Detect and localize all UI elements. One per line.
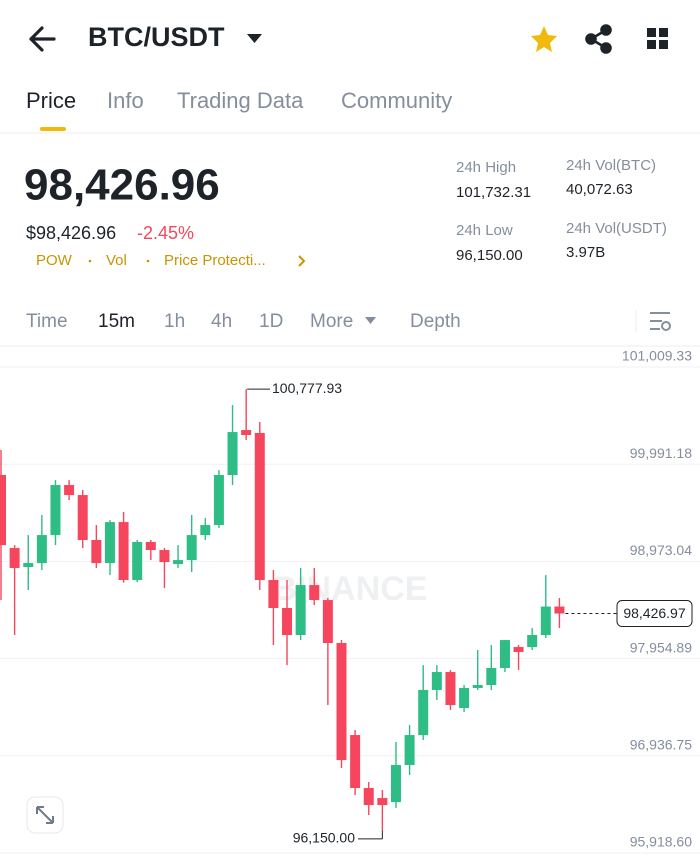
candle-body [322, 600, 333, 644]
candlestick-chart: BINANCE95,918.6096,936.7597,954.8998,973… [0, 348, 700, 854]
stat-label: 24h Vol(BTC) [566, 157, 656, 174]
separator [146, 259, 150, 263]
candle-body [145, 542, 156, 551]
last-price: 98,426.96 [24, 161, 220, 210]
candle-body [254, 433, 265, 581]
candle-body [77, 495, 88, 541]
candle-body [200, 525, 211, 536]
chart-settings[interactable] [650, 312, 671, 331]
y-tick-label: 96,936.75 [630, 736, 692, 752]
tab[interactable]: Community [341, 88, 452, 113]
tab-indicator [40, 127, 66, 131]
interval[interactable]: Depth [410, 311, 461, 332]
menu-grid[interactable] [647, 28, 668, 49]
candle-body [132, 542, 143, 581]
candle-body [486, 668, 497, 686]
candle-body [459, 687, 470, 709]
candle-body [540, 606, 551, 635]
current-price-box [616, 600, 693, 628]
candle-body [295, 585, 306, 635]
candle-body [104, 522, 115, 564]
current-price-label: 98,426.97 [623, 605, 685, 621]
interval[interactable]: 1D [259, 311, 283, 332]
candle-body [268, 580, 279, 608]
candle-body [309, 585, 320, 601]
candle-body [0, 475, 6, 546]
interval[interactable]: 4h [211, 311, 232, 332]
interval[interactable]: 15m [98, 311, 135, 332]
interval[interactable]: More [310, 311, 353, 332]
candle-body [404, 735, 415, 766]
candle-body [64, 485, 75, 496]
expand-button[interactable] [26, 796, 64, 834]
candle-body [513, 647, 524, 652]
tab[interactable]: Info [107, 88, 144, 113]
candle-body [213, 475, 224, 526]
y-tick-label: 95,918.60 [630, 834, 692, 850]
candle-body [527, 634, 538, 648]
favorite-star[interactable] [531, 26, 557, 52]
candle-body [173, 560, 184, 565]
interval[interactable]: 1h [164, 311, 185, 332]
chevron[interactable] [298, 255, 306, 267]
candle-body [186, 535, 197, 561]
candle-body [445, 672, 456, 706]
tag[interactable]: Price Protecti... [164, 252, 266, 269]
candle-body [336, 643, 347, 761]
stat-label: 24h Low [456, 222, 513, 239]
annotation-label: 100,777.93 [272, 380, 342, 396]
y-tick-label: 98,973.04 [630, 542, 692, 558]
candle-body [350, 735, 361, 789]
stat-label: 24h Vol(USDT) [566, 220, 667, 237]
y-tick-label: 101,009.33 [622, 348, 692, 364]
candle-body [227, 432, 238, 476]
price-change: -2.45% [137, 223, 194, 243]
tab[interactable]: Trading Data [177, 88, 304, 113]
candle-body [241, 430, 252, 436]
tag[interactable]: POW [36, 252, 73, 269]
stat-value: 96,150.00 [456, 247, 523, 264]
stat-value: 101,732.31 [456, 184, 531, 201]
tag[interactable]: Vol [106, 252, 127, 269]
candle-body [91, 540, 102, 564]
candle-body [159, 550, 170, 563]
candle-body [50, 485, 61, 536]
candle-body [499, 640, 510, 669]
more-caret[interactable] [365, 317, 376, 324]
candle-body [36, 535, 47, 564]
candle-body [282, 607, 293, 635]
stat-value: 40,072.63 [566, 181, 633, 198]
candle-body [390, 765, 401, 803]
candle-body [363, 788, 374, 806]
candle-body [118, 522, 129, 581]
candle-body [23, 563, 34, 568]
stat-label: 24h High [456, 159, 516, 176]
pair-title[interactable]: BTC/USDT [88, 22, 225, 52]
annotation-label: 96,150.00 [293, 830, 355, 846]
fiat-price: $98,426.96 [26, 223, 116, 243]
candle-body [377, 798, 388, 806]
y-tick-label: 99,991.18 [630, 445, 692, 461]
back-button[interactable] [29, 26, 56, 52]
candle-body [9, 548, 20, 568]
pair-dropdown[interactable] [247, 34, 262, 43]
candle-body [431, 672, 442, 690]
stat-value: 3.97B [566, 244, 605, 261]
separator [88, 259, 92, 263]
y-tick-label: 97,954.89 [630, 639, 692, 655]
interval[interactable]: Time [26, 311, 68, 332]
share-button[interactable] [585, 24, 612, 54]
candle-body [554, 606, 565, 614]
candle-body [418, 689, 429, 736]
tab[interactable]: Price [26, 88, 76, 113]
candle-body [472, 685, 483, 688]
